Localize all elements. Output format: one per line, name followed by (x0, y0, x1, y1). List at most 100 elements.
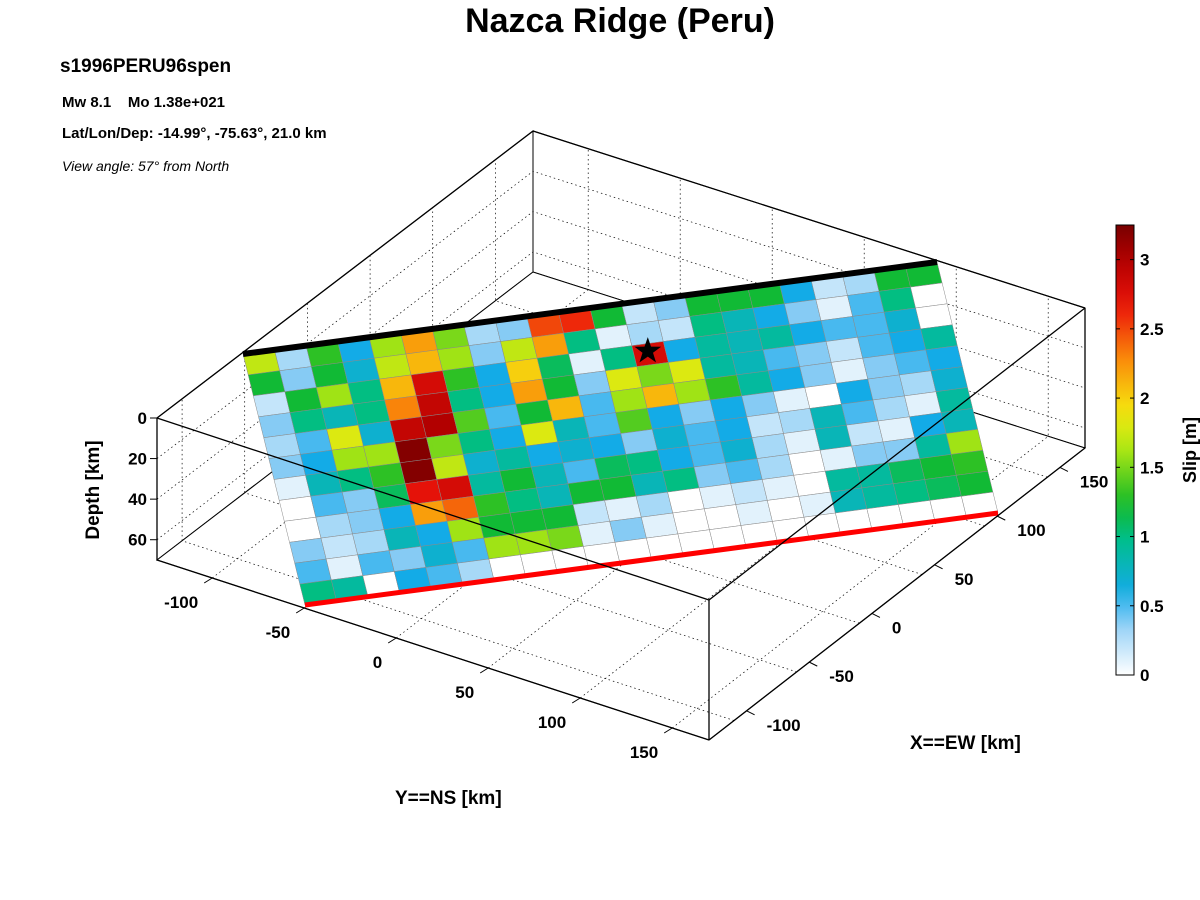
slip-cell (363, 441, 401, 468)
slip-cell (368, 462, 406, 489)
slip-cell (357, 420, 396, 447)
slip-cell (846, 420, 884, 447)
x-tick-mark (934, 564, 943, 570)
y-axis-label: Y==NS [km] (395, 788, 502, 809)
slip-cell (720, 437, 758, 464)
z-tick-label: 40 (128, 490, 147, 509)
x-tick-mark (746, 710, 755, 716)
slip-cell (247, 370, 286, 397)
slip-cell (326, 424, 364, 451)
slip-cell (635, 491, 674, 518)
fault-top-edge (242, 259, 938, 357)
colorbar-tick-label: 0.5 (1140, 597, 1164, 616)
slip-cell (698, 483, 737, 510)
x-gridline (671, 296, 1049, 729)
slip-cell (804, 383, 842, 409)
y-tick-mark (203, 577, 213, 584)
slip-cell (504, 487, 542, 514)
colorbar-tick-label: 2.5 (1140, 320, 1164, 339)
slip-cell (605, 366, 643, 392)
x-tick-mark (809, 661, 818, 667)
slip-cell (483, 533, 521, 560)
slip-cell (546, 525, 584, 551)
chart-title: Nazca Ridge (Peru) (465, 2, 775, 40)
slip-cell (857, 332, 895, 359)
slip-cell (688, 441, 726, 468)
slip-cell (541, 374, 580, 401)
slip-cell (789, 320, 827, 346)
magnitude-line: Mw 8.1 Mo 1.38e+021 (62, 94, 226, 111)
slip-cell (294, 558, 332, 585)
x-tick-mark (1059, 467, 1069, 472)
slip-cell (867, 374, 905, 401)
slip-cell (420, 412, 459, 438)
slip-cell (893, 349, 932, 376)
slip-cell (636, 362, 674, 388)
x-gridline (487, 237, 865, 669)
x-gridline (579, 266, 957, 699)
slip-cell (468, 341, 506, 367)
slip-cell (856, 462, 894, 489)
event-id: s1996PERU96spen (60, 56, 232, 77)
slip-cell (599, 475, 637, 501)
x-tick-mark (871, 613, 881, 618)
y-tick-label: -50 (266, 623, 291, 642)
slip-cell (520, 420, 559, 447)
slip-cell (383, 525, 422, 551)
x-tick-label: 150 (1080, 472, 1108, 491)
box-edge (156, 417, 710, 601)
slip-cell (784, 299, 822, 325)
slip-cell (657, 316, 696, 342)
slip-cell (279, 366, 317, 392)
slip-cell (436, 475, 474, 501)
slip-cell (578, 391, 616, 418)
slip-cell (437, 345, 475, 371)
slip-cell (883, 307, 922, 334)
box-edge (708, 447, 1086, 741)
slip-cell (531, 332, 570, 359)
slip-cell (877, 416, 915, 443)
box-edge (156, 130, 534, 419)
slip-cell (499, 466, 537, 493)
slip-cell (347, 508, 385, 535)
slip-cell (609, 516, 647, 543)
slip-cell (352, 399, 391, 426)
slip-cell (819, 445, 858, 472)
slip-cell (678, 399, 716, 426)
slip-cell (410, 370, 449, 397)
slip-cell (289, 537, 327, 564)
slip-cell (562, 458, 600, 484)
fault-bottom-edge (304, 510, 999, 608)
slip-cell (720, 307, 759, 334)
slip-cell (268, 454, 306, 480)
slip-cell (788, 449, 826, 476)
slip-cell (815, 295, 853, 321)
x-tick-label: 100 (1017, 521, 1045, 540)
slip-cell (910, 282, 948, 309)
slip-cell (950, 450, 989, 476)
slip-cell (567, 479, 605, 505)
slip-cell (541, 504, 579, 530)
y-tick-label: 0 (373, 653, 382, 672)
slip-cell (726, 328, 764, 355)
slip-cell (709, 395, 748, 422)
y-tick-mark (479, 667, 489, 674)
slip-cell (583, 412, 622, 438)
slip-cell (662, 337, 701, 363)
slip-cell (799, 362, 837, 388)
slip-cell (741, 391, 779, 418)
x-tick-label: 50 (955, 570, 974, 589)
slip-cell (258, 412, 296, 438)
slip-cell (657, 445, 695, 472)
slip-cell (342, 357, 380, 384)
slip-cell (820, 316, 858, 342)
slip-cell (484, 403, 522, 430)
slip-cell (683, 420, 721, 447)
slip-cell (405, 349, 443, 376)
slip-cell (316, 383, 354, 409)
slip-cell (783, 429, 821, 455)
slip-cell (668, 357, 706, 384)
slip-cell (809, 403, 847, 430)
slip-cell (909, 412, 947, 438)
